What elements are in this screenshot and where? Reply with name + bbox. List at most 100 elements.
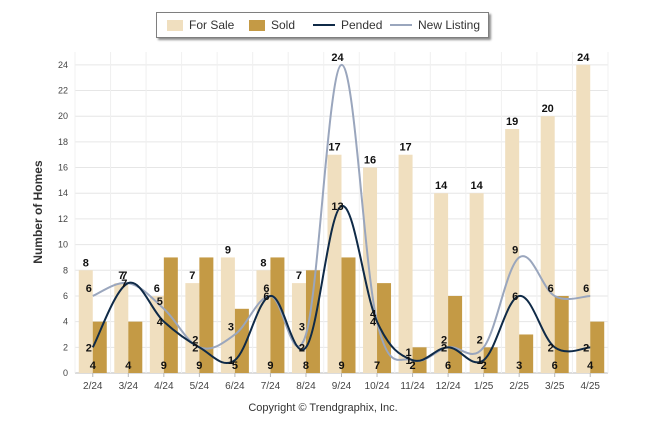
x-tick-label: 4/24 — [154, 381, 174, 392]
bar-sold — [341, 257, 356, 373]
label-sold: 7 — [374, 360, 380, 372]
label-pended: 7 — [121, 278, 127, 290]
label-new-listing: 2 — [192, 334, 198, 346]
label-sold: 4 — [90, 360, 97, 372]
label-for-sale: 7 — [296, 270, 302, 282]
label-pended: 2 — [86, 342, 92, 354]
copyright-text: Copyright © Trendgraphix, Inc. — [248, 402, 398, 414]
bar-for-sale — [505, 129, 520, 373]
bar-sold — [305, 270, 320, 373]
legend-label-pended: Pended — [341, 18, 383, 32]
bar-sold — [128, 321, 143, 373]
x-axis: 2/24 3/24 4/24 5/24 6/24 7/24 8/24 9/24 10/24 11/… — [83, 373, 600, 392]
y-tick-label: 14 — [58, 188, 68, 198]
legend-swatch-sold — [249, 19, 265, 31]
label-pended: 13 — [331, 201, 343, 213]
x-tick-label: 4/25 — [580, 381, 600, 392]
label-sold: 2 — [481, 360, 487, 372]
y-tick-label: 8 — [63, 265, 68, 275]
label-pended: 1 — [477, 355, 483, 367]
label-pended: 2 — [548, 342, 554, 354]
label-new-listing: 3 — [299, 321, 305, 333]
label-new-listing: 4 — [370, 309, 377, 321]
label-for-sale: 7 — [118, 270, 124, 282]
label-sold: 4 — [587, 360, 594, 372]
line-pended — [91, 205, 591, 365]
label-for-sale: 14 — [435, 180, 448, 192]
bar-for-sale — [469, 193, 484, 373]
label-for-sale: 16 — [364, 155, 376, 167]
label-pended: 6 — [512, 291, 518, 303]
label-pended: 2 — [299, 342, 305, 354]
label-pended: 2 — [192, 342, 198, 354]
label-pended: 4 — [370, 317, 377, 329]
x-tick-label: 9/24 — [332, 381, 352, 392]
x-tick-label: 7/24 — [261, 381, 281, 392]
legend: For Sale Sold Pended New Listing — [156, 12, 489, 38]
label-new-listing: 9 — [512, 244, 518, 256]
label-for-sale: 17 — [328, 142, 340, 154]
y-tick-label: 24 — [58, 60, 68, 70]
bar-for-sale — [434, 193, 449, 373]
line-series — [91, 63, 591, 365]
label-sold: 5 — [232, 360, 238, 372]
label-for-sale: 19 — [506, 116, 518, 128]
bar-sold — [590, 321, 605, 373]
legend-line-new-listing — [390, 24, 412, 26]
y-tick-label: 0 — [63, 368, 68, 378]
label-for-sale: 8 — [260, 257, 266, 269]
label-sold: 4 — [125, 360, 132, 372]
bar-for-sale — [114, 283, 129, 373]
y-tick-label: 10 — [58, 240, 68, 250]
x-tick-label: 3/25 — [545, 381, 565, 392]
label-pended: 4 — [157, 317, 164, 329]
label-for-sale: 17 — [399, 142, 411, 154]
label-sold: 9 — [196, 360, 202, 372]
label-sold: 8 — [303, 360, 309, 372]
label-new-listing: 6 — [263, 283, 269, 295]
label-new-listing: 2 — [477, 334, 483, 346]
x-tick-label: 8/24 — [296, 381, 316, 392]
legend-line-pended — [313, 24, 335, 26]
label-sold: 9 — [338, 360, 344, 372]
bar-for-sale — [327, 154, 342, 373]
x-tick-label: 6/24 — [225, 381, 245, 392]
x-tick-label: 1/25 — [474, 381, 494, 392]
x-tick-label: 5/24 — [190, 381, 210, 392]
y-axis-label: Number of Homes — [31, 160, 45, 264]
bar-sold — [92, 321, 107, 373]
bar-sold — [483, 347, 498, 373]
legend-label-sold: Sold — [271, 18, 296, 32]
bar-sold — [554, 295, 569, 373]
bar-sold — [270, 257, 285, 373]
bar-for-sale — [149, 295, 164, 373]
bar-for-sale — [220, 257, 235, 373]
legend-item-new-listing: New Listing — [390, 18, 480, 32]
x-tick-label: 12/24 — [436, 381, 461, 392]
label-sold: 2 — [410, 360, 416, 372]
label-pended: 2 — [441, 342, 447, 354]
label-for-sale: 20 — [542, 103, 554, 115]
bar-sold — [199, 257, 214, 373]
y-tick-label: 20 — [58, 111, 68, 121]
x-tick-label: 11/24 — [400, 381, 425, 392]
label-sold: 9 — [267, 360, 273, 372]
label-for-sale: 8 — [83, 257, 89, 269]
y-tick-label: 4 — [63, 317, 68, 327]
label-pended: 6 — [263, 291, 269, 303]
label-for-sale: 24 — [577, 52, 590, 64]
y-tick-label: 6 — [63, 291, 68, 301]
label-new-listing: 6 — [583, 283, 589, 295]
x-tick-label: 2/25 — [509, 381, 529, 392]
label-pended: 1 — [228, 355, 234, 367]
x-tick-label: 3/24 — [119, 381, 139, 392]
legend-label-for-sale: For Sale — [189, 18, 235, 32]
legend-item-sold: Sold — [249, 18, 295, 32]
label-for-sale: 6 — [154, 283, 160, 295]
bar-for-sale — [576, 64, 591, 373]
y-tick-label: 22 — [58, 86, 68, 96]
legend-swatch-for-sale — [167, 19, 183, 31]
